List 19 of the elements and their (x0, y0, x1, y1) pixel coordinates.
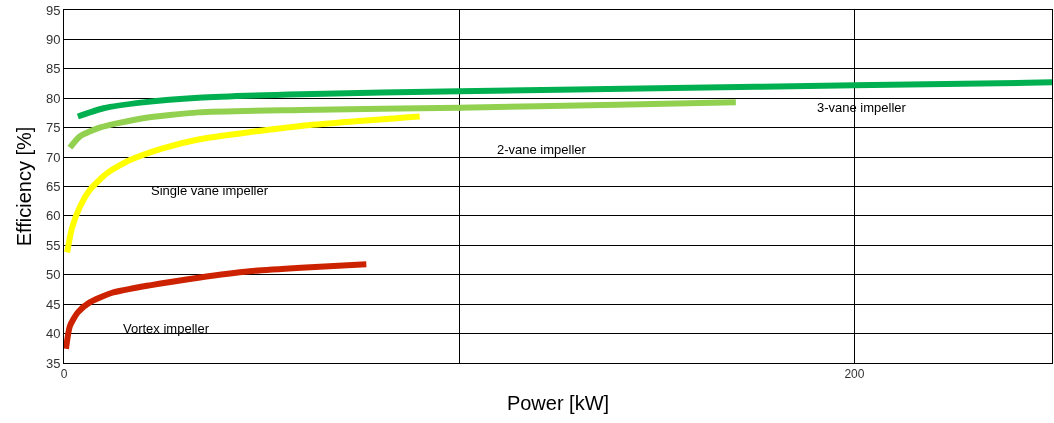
y-tick-label: 85 (45, 61, 61, 77)
y-tick-label: 65 (45, 179, 61, 195)
y-tick-label: 35 (45, 355, 61, 371)
y-tick-label: 70 (45, 149, 61, 165)
y-tick-label: 90 (45, 31, 61, 47)
y-tick-label: 50 (45, 267, 61, 283)
y-axis-title: Efficiency [%] (13, 126, 36, 247)
text: Vortex impeller (123, 321, 210, 336)
x-tick-label: 0 (60, 367, 68, 382)
x-tick-label: 200 (844, 367, 865, 382)
y-tick-label: 40 (45, 326, 61, 342)
text: 2-vane impeller (497, 142, 587, 157)
y-tick-label: 75 (45, 120, 61, 136)
y-tick-label: 55 (45, 237, 61, 253)
y-tick-label: 80 (45, 90, 61, 106)
y-tick-label: 60 (45, 208, 61, 224)
x-axis-title: Power [kW] (506, 391, 610, 414)
y-tick-label: 95 (45, 2, 61, 18)
y-tick-label: 45 (45, 296, 61, 312)
